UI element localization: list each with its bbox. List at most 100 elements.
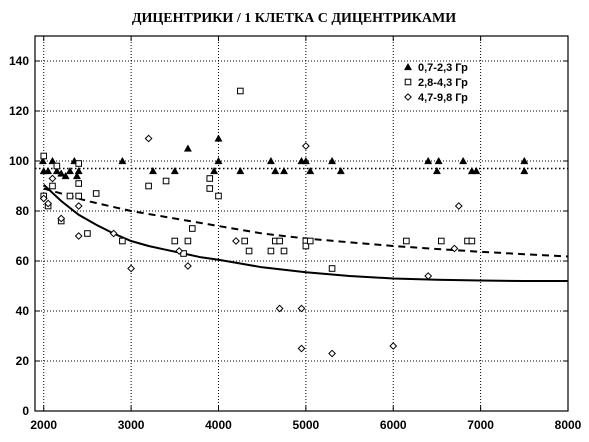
data-points — [38, 87, 529, 358]
data-point — [57, 169, 66, 177]
data-point — [84, 230, 91, 237]
data-point — [245, 247, 253, 255]
data-point — [175, 247, 184, 255]
legend-label: 0,7-2,3 Гр — [418, 62, 468, 74]
data-point — [74, 232, 83, 240]
data-point — [276, 237, 283, 245]
data-point — [438, 237, 445, 245]
data-point — [215, 192, 222, 200]
data-point — [472, 166, 481, 175]
legend-marker — [404, 78, 412, 86]
data-point — [52, 166, 61, 175]
data-point — [183, 144, 192, 152]
data-point — [170, 166, 179, 175]
data-point — [74, 202, 83, 210]
data-point — [266, 156, 275, 165]
data-point — [328, 156, 337, 165]
plot-frame — [34, 35, 569, 412]
data-point — [44, 199, 53, 208]
solid-fit-curve — [43, 183, 568, 282]
x-tick-label: 6000 — [380, 418, 407, 432]
data-point — [38, 156, 47, 165]
data-point — [306, 166, 315, 175]
data-point — [301, 142, 310, 150]
data-point — [424, 272, 433, 280]
legend-label: 2,8-4,3 Гр — [418, 77, 468, 89]
data-point — [389, 342, 398, 350]
x-tick-label: 7000 — [467, 418, 494, 432]
data-point — [280, 247, 288, 255]
chart-title: ДИЦЕНТРИКИ / 1 КЛЕТКА С ДИЦЕНТРИКАМИ — [132, 11, 456, 26]
x-tick-label: 3000 — [118, 418, 145, 432]
data-point — [127, 264, 136, 273]
data-point — [48, 156, 57, 165]
data-point — [144, 134, 153, 143]
data-point — [180, 250, 187, 257]
data-point — [75, 192, 82, 200]
data-point — [148, 166, 157, 175]
data-point — [188, 225, 196, 232]
data-point — [301, 156, 310, 165]
data-point — [214, 156, 223, 165]
series-2 — [40, 87, 476, 272]
data-point — [232, 237, 240, 245]
legend: 0,7-2,3 Гр 2,8-4,3 Гр 4,7-9,8 Гр — [403, 62, 468, 104]
data-point — [267, 247, 275, 255]
data-point — [297, 344, 306, 353]
x-tick-label: 4000 — [205, 418, 232, 432]
data-point — [119, 237, 126, 245]
data-point — [74, 166, 83, 175]
data-point — [236, 166, 245, 175]
axes: 2000 3000 4000 5000 6000 7000 8000 0 20 40 60 80 100… — [9, 35, 582, 432]
data-point — [53, 162, 61, 170]
data-point — [336, 166, 345, 175]
data-point — [206, 175, 214, 182]
series-1 — [38, 134, 529, 180]
data-point — [403, 237, 410, 245]
series-3 — [39, 134, 463, 358]
plot-area — [35, 36, 568, 411]
data-point — [459, 156, 468, 165]
data-point — [424, 156, 433, 165]
data-point — [306, 237, 314, 245]
y-tick-label: 120 — [9, 104, 29, 118]
legend-label: 4,7-9,8 Гр — [418, 92, 468, 104]
data-point — [271, 166, 280, 175]
data-point — [75, 180, 82, 187]
data-point — [40, 152, 48, 160]
data-point — [61, 171, 70, 180]
data-point — [432, 166, 441, 175]
data-point — [162, 177, 170, 185]
data-point — [39, 194, 48, 203]
data-point — [109, 229, 118, 238]
data-point — [118, 156, 127, 165]
data-point — [328, 349, 336, 358]
data-point — [302, 242, 310, 250]
data-point — [468, 237, 476, 245]
data-point — [214, 134, 223, 142]
data-point — [450, 244, 459, 253]
data-point — [434, 156, 443, 165]
data-point — [237, 87, 244, 95]
data-point — [210, 166, 219, 175]
data-point — [206, 185, 214, 192]
data-point — [328, 265, 336, 272]
data-point — [57, 214, 66, 223]
data-point — [75, 160, 82, 167]
data-point — [171, 237, 179, 245]
y-tick-label: 0 — [22, 404, 29, 418]
data-point — [279, 166, 289, 175]
data-point — [145, 182, 152, 190]
data-point — [49, 182, 56, 190]
data-point — [520, 156, 529, 165]
y-tick-label: 100 — [9, 154, 29, 168]
y-tick-label: 40 — [16, 304, 30, 318]
y-tick-label: 60 — [16, 254, 30, 268]
data-point — [184, 262, 192, 270]
grid — [35, 36, 569, 412]
data-point — [184, 237, 192, 245]
y-tick-label: 80 — [16, 204, 30, 218]
y-tick-label: 20 — [16, 354, 30, 368]
